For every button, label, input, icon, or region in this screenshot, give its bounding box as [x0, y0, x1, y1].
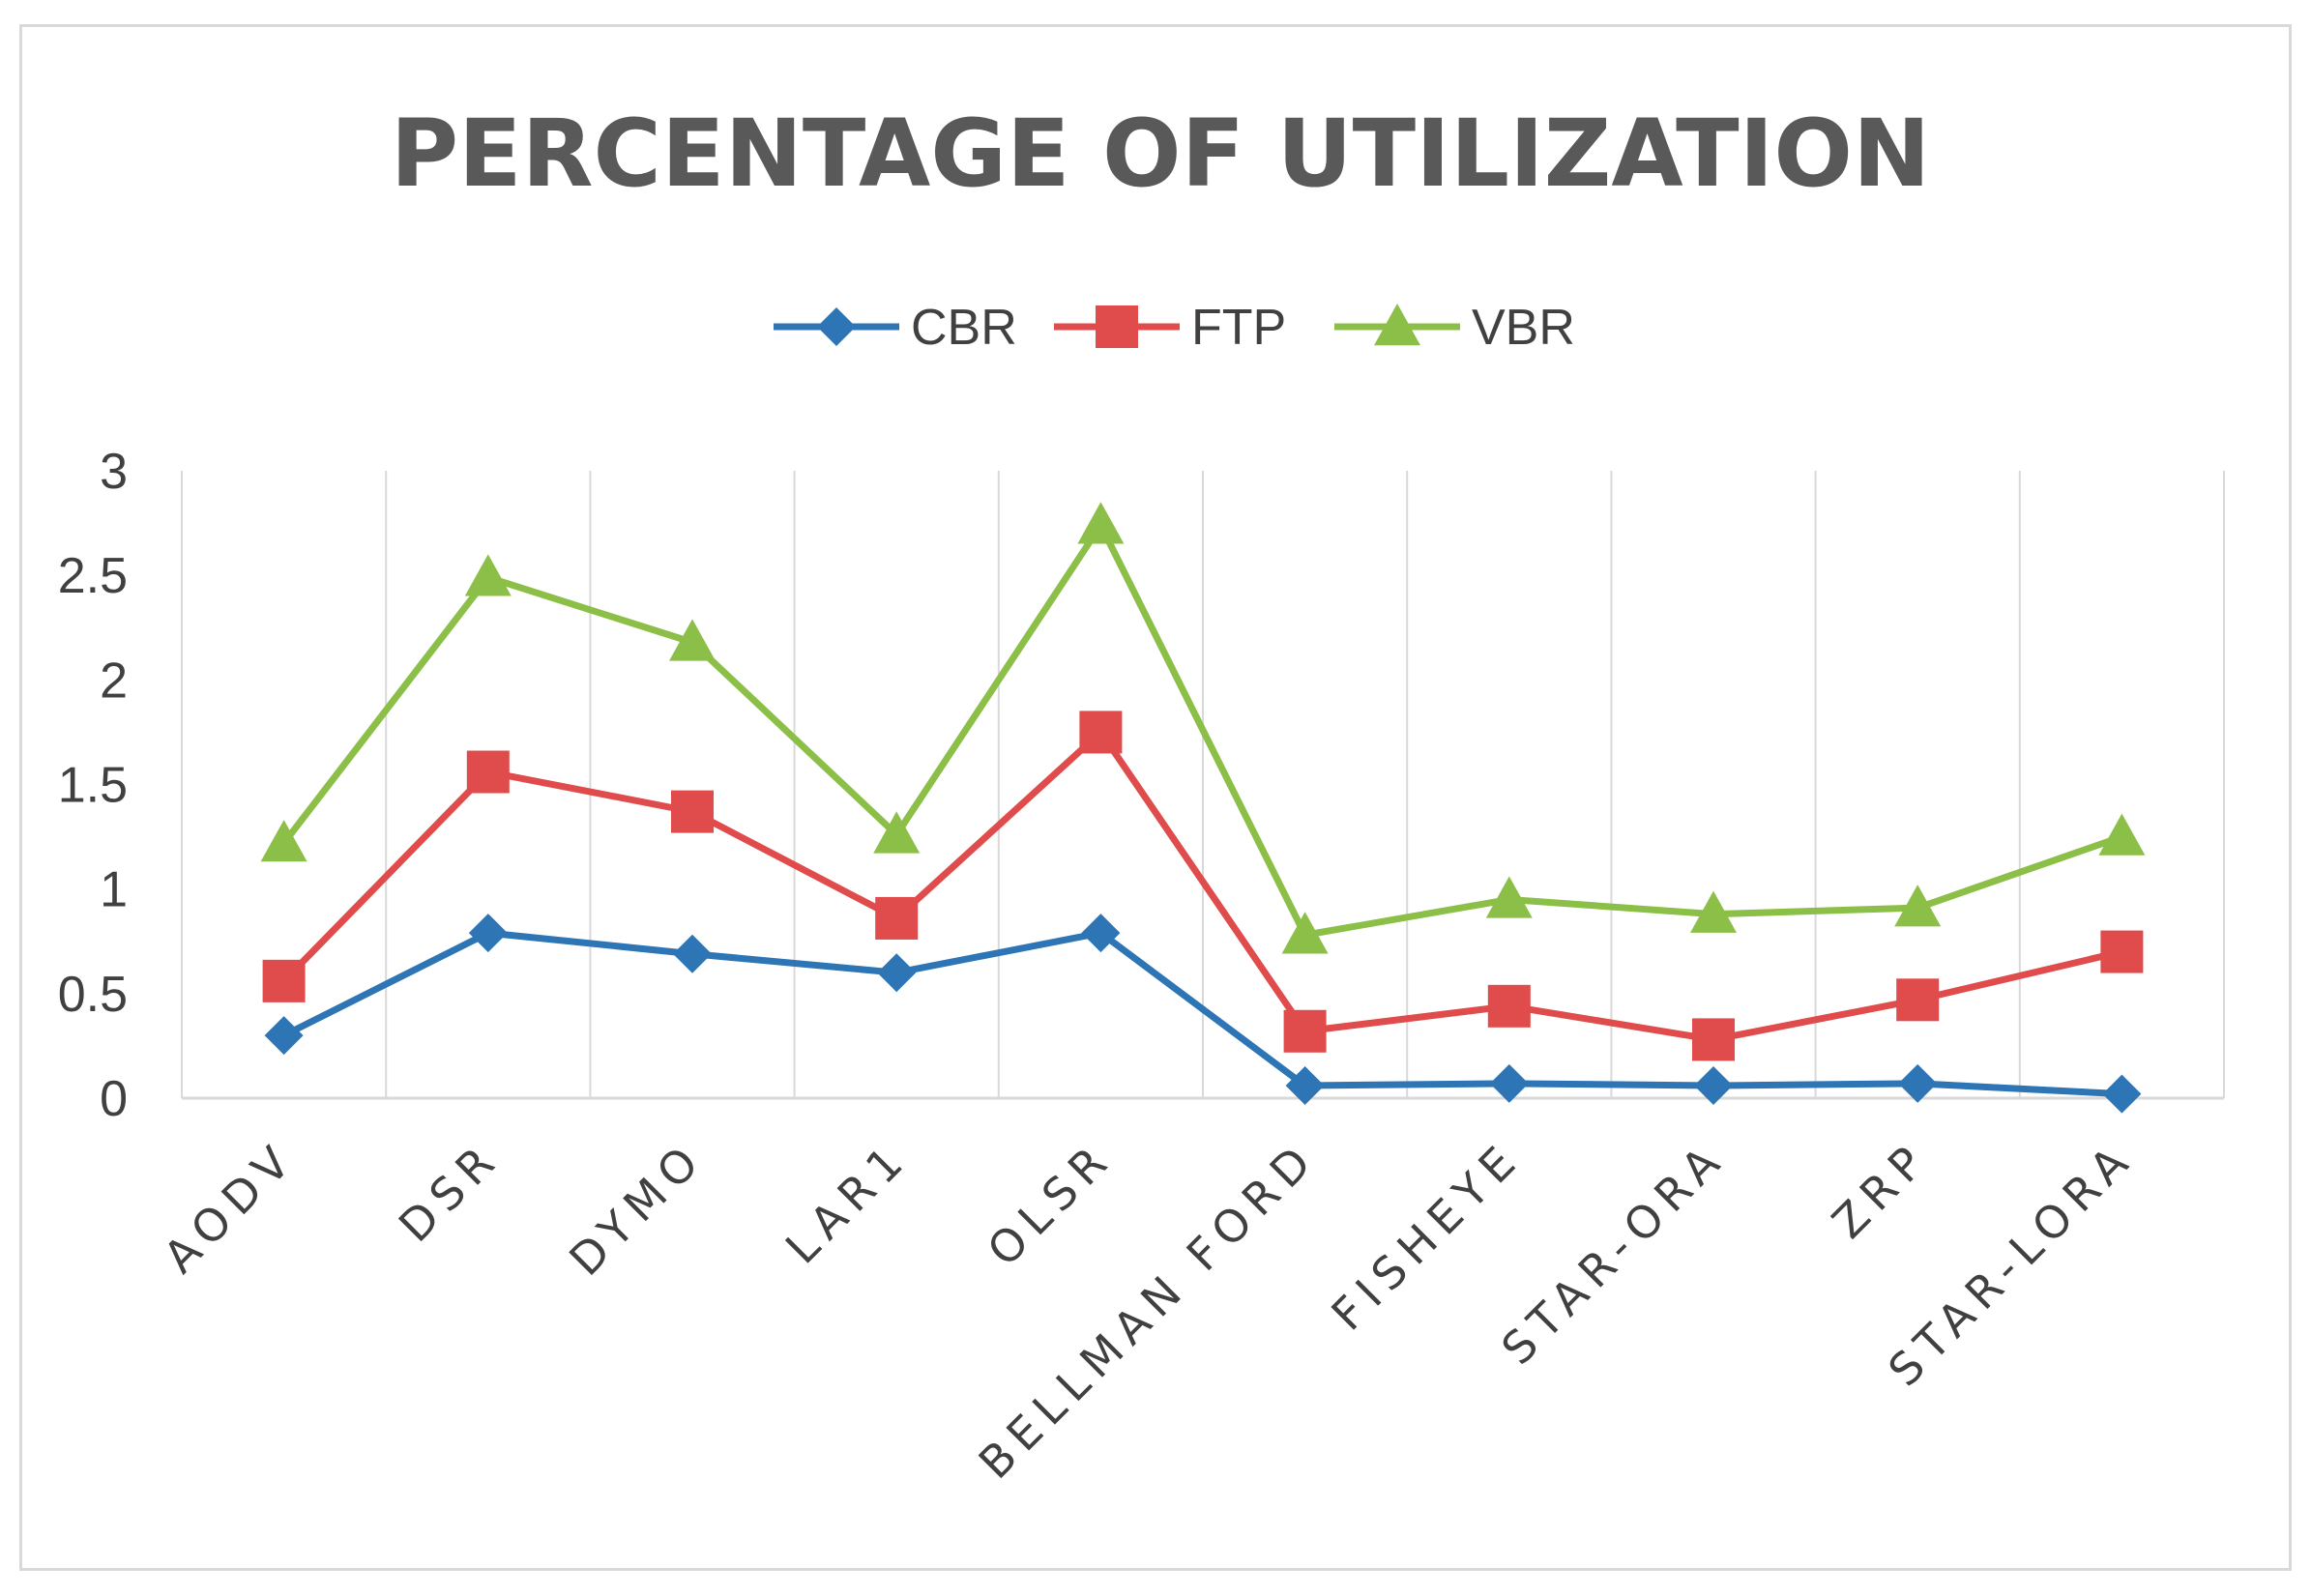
- series-line-cbr: [282, 929, 2122, 1098]
- legend-label: VBR: [1472, 300, 1575, 356]
- series-vbr: [260, 502, 2146, 954]
- ftp-marker: [2100, 930, 2144, 973]
- ftp-marker: [1896, 978, 1940, 1022]
- y-tick-label: 2.5: [58, 548, 128, 604]
- y-tick-label: 2: [100, 653, 128, 709]
- legend-label: FTP: [1191, 300, 1286, 356]
- x-tick-label: LAR1: [775, 1131, 919, 1274]
- ftp-marker: [875, 896, 919, 940]
- vbr-marker: [1077, 502, 1125, 544]
- ftp-marker: [671, 790, 714, 833]
- x-tick-label: DYMO: [559, 1131, 714, 1286]
- ftp-marker: [1487, 984, 1531, 1028]
- ftp-marker: [1283, 1009, 1327, 1053]
- x-tick-label: AODV: [154, 1131, 307, 1284]
- legend-vbr-marker: [1374, 304, 1420, 346]
- x-tick-label: DSR: [389, 1131, 511, 1253]
- vbr-marker: [669, 619, 716, 661]
- legend-item-ftp: FTP: [1054, 300, 1286, 356]
- cbr-marker: [1694, 1066, 1733, 1106]
- x-tick-label: ZRP: [1822, 1131, 1940, 1249]
- series-cbr: [264, 914, 2142, 1114]
- ftp-marker: [1079, 711, 1123, 754]
- y-tick-label: 3: [100, 444, 128, 500]
- chart-frame: [19, 24, 2292, 1571]
- series-line-ftp: [281, 728, 2123, 1043]
- legend-label: CBR: [911, 300, 1017, 356]
- x-tick-label: FISHEYE: [1321, 1131, 1531, 1341]
- chart-title: PERCENTAGE OF UTILIZATION: [391, 100, 1931, 208]
- vbr-marker: [873, 811, 921, 854]
- series-group: [260, 502, 2146, 1114]
- y-axis-ticks: 0 0.5 1 1.5 2 2.5 3: [58, 444, 128, 1127]
- legend-ftp-marker: [1096, 305, 1138, 348]
- x-tick-label: BELLMAN FORD: [969, 1131, 1328, 1490]
- legend: CBR FTP VBR: [774, 300, 1575, 356]
- legend-cbr-marker: [817, 307, 856, 346]
- series-line-vbr: [280, 521, 2123, 939]
- vbr-marker: [1281, 912, 1329, 954]
- cbr-marker: [1489, 1063, 1529, 1103]
- y-tick-label: 0.5: [58, 967, 128, 1023]
- x-tick-label: OLSR: [978, 1131, 1124, 1277]
- cbr-marker: [673, 934, 712, 973]
- y-tick-label: 1.5: [58, 758, 128, 814]
- y-tick-label: 1: [100, 862, 128, 918]
- gridlines: [181, 471, 2225, 1098]
- vbr-marker: [260, 820, 307, 862]
- cbr-marker: [468, 914, 508, 953]
- cbr-marker: [264, 1016, 304, 1056]
- legend-item-cbr: CBR: [774, 300, 1017, 356]
- vbr-marker: [464, 554, 512, 596]
- vbr-marker: [1485, 876, 1533, 918]
- ftp-marker: [466, 750, 510, 794]
- vbr-marker: [1690, 890, 1737, 933]
- legend-item-vbr: VBR: [1334, 300, 1575, 356]
- cbr-marker: [877, 953, 917, 993]
- vbr-marker: [1894, 885, 1942, 927]
- y-tick-label: 0: [100, 1071, 128, 1127]
- vbr-marker: [2098, 813, 2146, 856]
- cbr-marker: [1898, 1063, 1938, 1103]
- cbr-marker: [2102, 1074, 2142, 1114]
- cbr-marker: [1081, 914, 1121, 953]
- ftp-marker: [262, 959, 306, 1002]
- cbr-marker: [1285, 1066, 1325, 1106]
- series-ftp: [262, 711, 2144, 1061]
- ftp-marker: [1692, 1018, 1735, 1061]
